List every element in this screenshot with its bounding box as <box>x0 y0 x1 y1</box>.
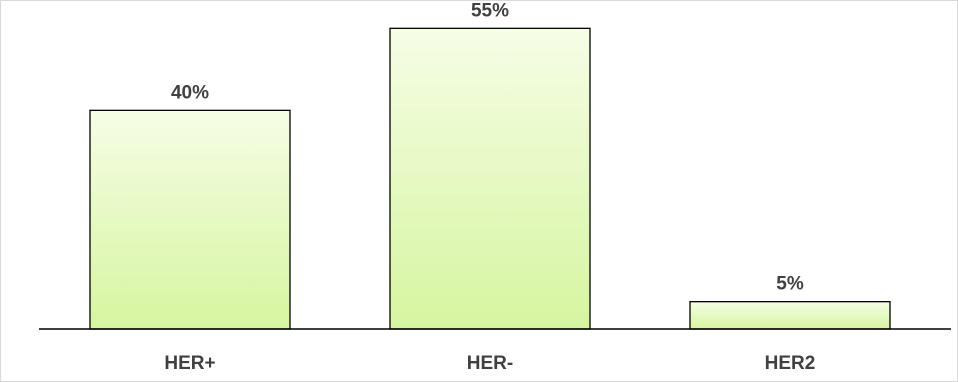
tick-label-her2: HER2 <box>765 353 816 374</box>
data-label-her2: 5% <box>776 274 804 295</box>
bar-her2 <box>689 301 891 330</box>
tick-label-herminus: HER- <box>467 353 513 374</box>
bars-layer <box>89 27 891 330</box>
data-label-herplus: 40% <box>171 82 209 103</box>
x-axis-ticks: HER+ HER- HER2 <box>164 353 815 374</box>
labels-layer: 40% 55% 5% <box>171 1 804 295</box>
bar-herminus <box>389 27 591 330</box>
tick-label-herplus: HER+ <box>164 353 215 374</box>
bar-herplus <box>89 109 291 330</box>
data-label-herminus: 55% <box>471 1 509 21</box>
